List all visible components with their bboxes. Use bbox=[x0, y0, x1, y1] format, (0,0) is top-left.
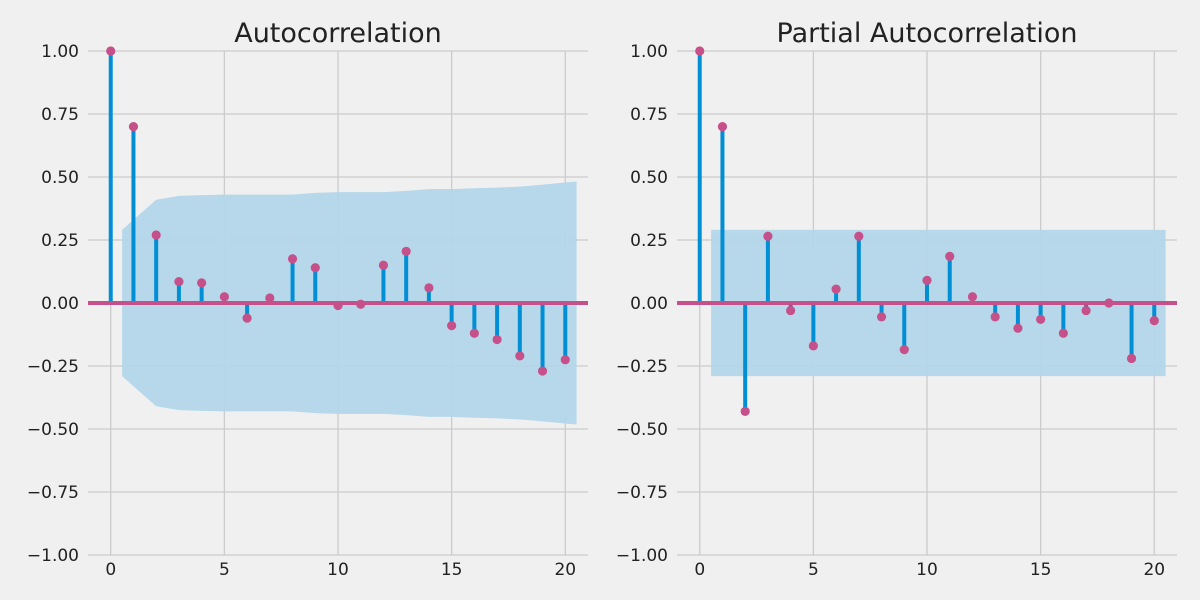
acf-lag-marker bbox=[265, 293, 275, 303]
acf-lag-marker bbox=[242, 313, 252, 323]
acf-lag-marker bbox=[287, 254, 298, 264]
autocorrelation-title: Autocorrelation bbox=[234, 18, 442, 49]
pacf-lag-marker bbox=[1036, 314, 1046, 324]
acf-lag-marker bbox=[128, 122, 139, 132]
acf-lag-marker bbox=[106, 46, 116, 56]
acf-x-tick-label: 15 bbox=[441, 560, 463, 580]
pacf-lag-marker bbox=[899, 345, 909, 355]
acf-y-tick-label: −0.75 bbox=[27, 483, 79, 503]
partial-autocorrelation-title: Partial Autocorrelation bbox=[777, 18, 1078, 49]
pacf-lag-marker bbox=[967, 292, 978, 302]
pacf-lag-marker bbox=[831, 284, 841, 294]
acf-lag-marker bbox=[492, 334, 502, 345]
acf-lag-marker bbox=[197, 278, 207, 288]
acf-lag-marker bbox=[401, 246, 411, 256]
pacf-y-tick-label: −1.00 bbox=[616, 546, 668, 566]
acf-x-tick-label: 0 bbox=[105, 560, 116, 580]
pacf-lag-marker bbox=[990, 312, 1000, 322]
autocorrelation-panel: Autocorrelation 1.00 0.75 0.50 0.25 0.00 −0.2… bbox=[27, 18, 588, 580]
pacf-y-tick-label: −0.75 bbox=[616, 483, 668, 503]
acf-y-tick-label: −0.25 bbox=[27, 357, 79, 377]
acf-y-tick-label: 0.75 bbox=[41, 105, 79, 125]
partial-autocorrelation-panel: Partial Autocorrelation 1.00 0.75 0.50 0.25… bbox=[616, 18, 1177, 580]
pacf-lag-marker bbox=[695, 46, 705, 56]
pacf-lag-marker bbox=[1149, 316, 1159, 326]
acf-x-tick-label: 10 bbox=[327, 560, 349, 580]
acf-lag-marker bbox=[151, 230, 161, 240]
acf-lag-marker bbox=[560, 355, 570, 365]
pacf-y-tick-label: 1.00 bbox=[630, 42, 668, 62]
pacf-y-tick-label: 0.25 bbox=[630, 231, 668, 251]
pacf-x-tick-label: 10 bbox=[916, 560, 938, 580]
pacf-lag-marker bbox=[1013, 323, 1023, 333]
pacf-lag-marker bbox=[763, 231, 773, 241]
acf-y-tick-label: 0.50 bbox=[41, 168, 79, 188]
acf-lag-marker bbox=[515, 351, 525, 361]
acf-lag-marker bbox=[356, 299, 366, 309]
acf-y-tick-label: 0.00 bbox=[41, 294, 79, 314]
pacf-y-tick-label: 0.50 bbox=[630, 168, 668, 188]
pacf-lag-marker bbox=[786, 305, 796, 316]
pacf-x-tick-label: 20 bbox=[1143, 560, 1165, 580]
acf-lag-marker bbox=[333, 300, 343, 311]
acf-lag-marker bbox=[378, 260, 389, 270]
acf-y-tick-label: −1.00 bbox=[27, 546, 79, 566]
pacf-lag-marker bbox=[1058, 328, 1068, 338]
acf-y-tick-label: 0.25 bbox=[41, 231, 79, 251]
acf-lag-marker bbox=[469, 328, 479, 338]
pacf-lag-marker bbox=[1104, 298, 1114, 308]
pacf-x-tick-label: 0 bbox=[694, 560, 705, 580]
pacf-lag-marker bbox=[1081, 305, 1091, 316]
acf-lag-marker bbox=[537, 366, 548, 376]
pacf-lag-marker bbox=[1126, 353, 1137, 364]
acf-x-tick-label: 20 bbox=[554, 560, 576, 580]
pacf-lag-marker bbox=[876, 312, 887, 322]
pacf-y-tick-label: −0.50 bbox=[616, 420, 668, 440]
pacf-lag-marker bbox=[945, 251, 955, 261]
acf-lag-marker bbox=[424, 283, 434, 293]
acf-y-tick-label: 1.00 bbox=[41, 42, 79, 62]
pacf-lag-marker bbox=[922, 275, 932, 285]
pacf-x-tick-label: 5 bbox=[808, 560, 819, 580]
acf-lag-marker bbox=[310, 263, 320, 273]
pacf-lag-marker bbox=[717, 122, 728, 132]
pacf-lag-marker bbox=[808, 341, 818, 351]
acf-x-tick-label: 5 bbox=[219, 560, 230, 580]
acf-lag-marker bbox=[447, 321, 457, 331]
acf-y-tick-label: −0.50 bbox=[27, 420, 79, 440]
pacf-lag-marker bbox=[740, 406, 750, 416]
pacf-y-tick-label: 0.00 bbox=[630, 294, 668, 314]
pacf-y-tick-label: −0.25 bbox=[616, 357, 668, 377]
pacf-y-tick-label: 0.75 bbox=[630, 105, 668, 125]
acf-lag-marker bbox=[219, 292, 229, 302]
pacf-lag-marker bbox=[854, 231, 864, 241]
pacf-x-tick-label: 15 bbox=[1030, 560, 1052, 580]
acf-lag-marker bbox=[174, 276, 184, 287]
